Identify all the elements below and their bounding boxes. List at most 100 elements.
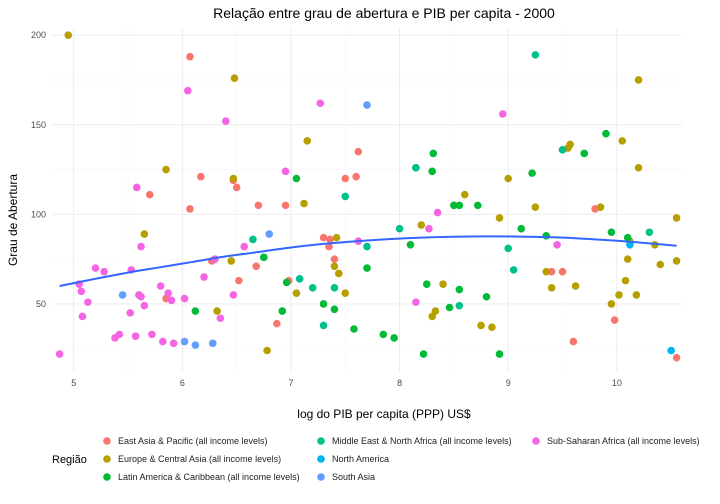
data-point-series-6 [216,314,225,323]
data-point-series-5 [363,101,371,109]
y-axis-ticks: 50 100 150 200 [31,30,46,309]
data-point-series-0 [232,183,241,192]
data-point-series-0 [254,201,263,210]
data-point-series-2 [455,201,464,210]
legend-swatch [103,437,111,445]
data-point-series-1 [618,137,627,145]
legend-items: East Asia & Pacific (all income levels) E… [103,436,700,482]
data-point-series-0 [197,172,205,181]
data-point-series-6 [156,282,165,290]
data-point-series-6 [126,309,135,317]
data-point-series-6 [137,242,145,251]
data-point-series-3 [319,321,328,330]
data-point-series-1 [571,282,580,290]
data-point-series-5 [208,339,217,348]
data-point-series-2 [282,278,291,287]
data-point-series-2 [278,307,287,315]
data-point-series-2 [390,334,398,342]
data-point-series-0 [610,316,619,324]
data-point-series-6 [91,264,100,272]
data-point-series-2 [363,264,371,272]
data-point-series-3 [395,224,404,233]
data-point-series-1 [263,346,271,355]
legend-label: Latin America & Caribbean (all income le… [118,472,300,482]
data-point-series-0 [252,262,261,271]
data-point-series-3 [412,163,420,172]
data-point-series-0 [145,190,154,199]
data-point-series-6 [164,289,173,297]
data-point-series-1 [300,199,308,208]
data-point-series-6 [281,167,290,176]
data-point-series-2 [260,253,268,262]
data-point-series-2 [379,330,388,339]
data-point-series-6 [240,242,249,251]
data-point-series-0 [330,255,339,263]
data-point-series-0 [325,242,333,251]
chart-title: Relação entre grau de abertura e PIB per… [213,5,555,21]
data-point-series-6 [132,183,141,192]
legend-label: South Asia [332,472,375,482]
data-point-series-1 [621,276,630,285]
data-point-series-1 [547,283,556,292]
data-point-series-4 [626,240,634,249]
data-point-series-6 [200,273,208,281]
y-tick-label: 150 [31,120,46,130]
data-point-series-2 [455,285,464,294]
data-point-series-2 [517,224,526,233]
data-point-series-2 [445,303,454,312]
data-point-series-0 [235,276,243,285]
data-point-series-1 [213,307,221,315]
x-axis-title: log do PIB per capita (PPP) US$ [297,407,471,421]
data-point-series-1 [495,214,504,222]
legend-swatch [103,455,111,463]
data-point-series-6 [158,337,167,346]
data-point-series-0 [281,201,290,210]
y-tick-label: 100 [31,209,46,219]
legend-swatch [532,437,540,445]
x-tick-label: 6 [180,378,185,388]
data-point-series-0 [341,174,350,183]
data-point-series-6 [84,298,92,306]
data-point-series-6 [77,287,86,296]
data-point-series-0 [186,205,194,213]
data-point-series-2 [428,167,436,176]
legend-label: Middle East & North Africa (all income l… [332,436,512,446]
data-point-series-2 [473,201,482,210]
data-point-series-1 [162,165,170,174]
data-point-series-6 [137,292,145,301]
data-point-series-3 [531,51,540,59]
data-point-series-1 [417,221,426,229]
data-point-series-3 [295,275,304,283]
data-point-series-6 [229,291,238,299]
data-point-series-6 [316,99,325,108]
data-point-series-1 [303,137,312,145]
data-point-series-1 [623,255,632,263]
legend-label: Sub-Saharan Africa (all income levels) [547,436,700,446]
data-point-series-1 [332,233,341,242]
data-point-series-1 [672,257,681,265]
trend-line [59,235,677,287]
x-tick-label: 10 [612,378,622,388]
data-point-series-6 [148,330,156,339]
x-tick-label: 5 [71,378,76,388]
legend-title: Região [52,454,87,466]
data-point-series-1 [227,257,236,265]
data-point-series-6 [115,330,124,339]
data-point-series-1 [531,203,540,211]
data-point-series-6 [100,267,108,276]
data-point-series-3 [455,301,464,310]
data-point-series-6 [55,350,64,358]
legend-label: East Asia & Pacific (all income levels) [118,436,268,446]
data-point-series-3 [509,266,518,274]
data-point-series-2 [330,305,339,314]
data-point-series-6 [169,339,178,348]
data-point-series-1 [292,289,301,297]
legend-label: North America [332,454,389,464]
data-point-series-3 [558,146,567,154]
data-point-series-0 [326,235,334,244]
data-point-series-1 [460,190,469,199]
data-point-series-1 [431,307,440,315]
data-point-series-0 [186,52,194,61]
data-point-series-3 [504,244,513,253]
data-point-series-2 [542,232,551,240]
